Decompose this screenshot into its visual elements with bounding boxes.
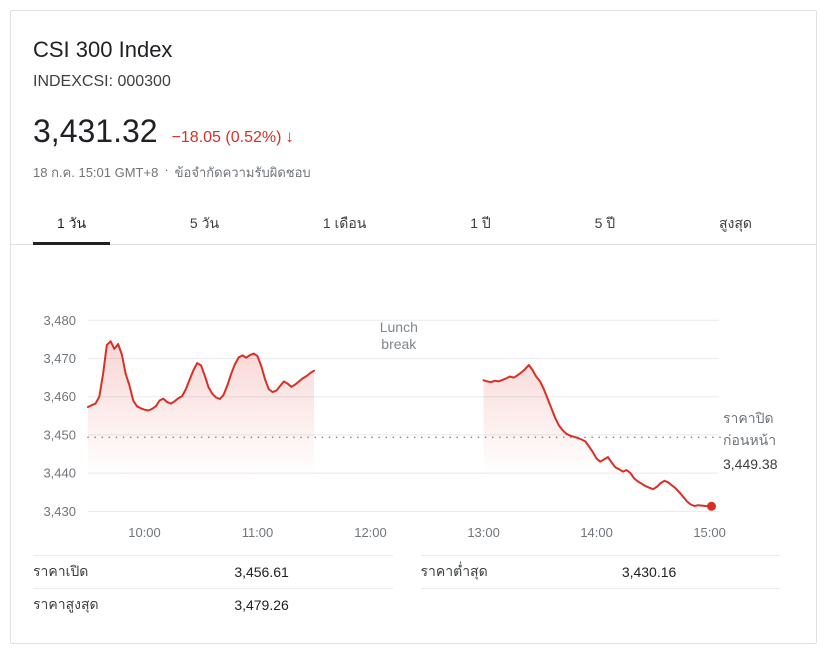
price-line-afternoon: [482, 364, 713, 508]
stat-row: [420, 588, 780, 621]
previous-close-label-line2: ก่อนหน้า: [723, 432, 777, 448]
stats-column-0: ราคาเปิด 3,456.61 ราคาสูงสุด 3,479.26: [33, 555, 393, 621]
stat-value: 3,479.26: [234, 597, 289, 613]
area-fill-afternoon: [483, 365, 712, 519]
price-change: −18.05 (0.52%) ↓: [172, 127, 294, 147]
finance-widget: CSI 300 Index INDEXCSI: 000300 3,431.32 …: [10, 10, 817, 644]
stat-label: ราคาต่ำสุด: [420, 563, 488, 579]
previous-close-value: 3,449.38: [723, 456, 778, 472]
x-tick-label: 14:00: [580, 525, 613, 540]
stat-value: 3,456.61: [234, 564, 289, 580]
stats-column-1: ราคาต่ำสุด 3,430.16: [420, 555, 780, 621]
stat-label: ราคาสูงสุด: [33, 596, 99, 612]
price-row: 3,431.32 −18.05 (0.52%) ↓: [11, 113, 816, 150]
disclaimer-link[interactable]: ข้อจำกัดความรับผิดชอบ: [174, 165, 311, 180]
stat-value: 3,430.16: [621, 564, 677, 580]
x-tick-label: 11:00: [242, 525, 274, 540]
tab-range-4[interactable]: 5 ปี: [594, 214, 616, 231]
price-change-text: −18.05 (0.52%): [171, 129, 282, 146]
index-title: CSI 300 Index: [33, 37, 173, 62]
quote-timestamp: 18 ก.ค. 15:01 GMT+8: [33, 165, 159, 180]
stat-label: ราคาเปิด: [33, 563, 89, 579]
x-tick-label: 12:00: [354, 525, 387, 540]
lunch-break-annotation: break: [381, 336, 417, 352]
y-tick-label: 3,480: [43, 313, 76, 328]
y-tick-label: 3,430: [43, 504, 76, 519]
ticker-symbol: INDEXCSI: 000300: [33, 73, 171, 90]
stats-table: ราคาเปิด 3,456.61 ราคาสูงสุด 3,479.26 ราคาต่…: [11, 555, 816, 621]
last-price-dot: [707, 501, 716, 511]
range-tabs: 1 วัน 5 วัน 1 เดือน 1 ปี 5 ปี สูงสุด: [11, 203, 816, 245]
y-tick-label: 3,450: [43, 427, 76, 442]
previous-close-label-line1: ราคาปิด: [723, 410, 774, 426]
price-chart[interactable]: 3,430 3,440 3,450 3,460 3,470 3,480 10:00 11:00…: [11, 297, 816, 549]
y-tick-label: 3,460: [43, 389, 76, 404]
price-line-morning: [87, 340, 315, 412]
x-tick-label: 10:00: [128, 525, 161, 540]
quote-meta: 18 ก.ค. 15:01 GMT+8 · ข้อจำกัดความรับผิด…: [11, 162, 816, 183]
stat-row: ราคาต่ำสุด 3,430.16: [420, 555, 780, 588]
chart-area: 3,430 3,440 3,450 3,460 3,470 3,480 10:00 11:00…: [11, 297, 816, 549]
tab-range-3[interactable]: 1 ปี: [470, 214, 491, 231]
widget-header: CSI 300 Index INDEXCSI: 000300: [11, 11, 816, 91]
x-tick-label: 15:00: [693, 525, 726, 540]
stat-row: ราคาเปิด 3,456.61: [33, 555, 393, 588]
stat-row: ราคาสูงสุด 3,479.26: [33, 588, 393, 621]
meta-separator: ·: [164, 162, 169, 177]
tab-range-5[interactable]: สูงสุด: [718, 214, 752, 231]
area-fill-morning: [88, 341, 314, 519]
x-tick-label: 13:00: [467, 525, 500, 540]
down-arrow-icon: ↓: [285, 127, 294, 146]
lunch-break-annotation: Lunch: [380, 319, 418, 335]
y-tick-label: 3,440: [43, 466, 76, 481]
current-price: 3,431.32: [33, 113, 158, 149]
tab-range-1[interactable]: 5 วัน: [189, 214, 220, 231]
tab-range-0[interactable]: 1 วัน: [33, 203, 111, 245]
y-tick-label: 3,470: [43, 351, 76, 366]
previous-close-label: ราคาปิด ก่อนหน้า 3,449.38: [723, 407, 815, 475]
tab-range-2[interactable]: 1 เดือน: [322, 214, 367, 231]
